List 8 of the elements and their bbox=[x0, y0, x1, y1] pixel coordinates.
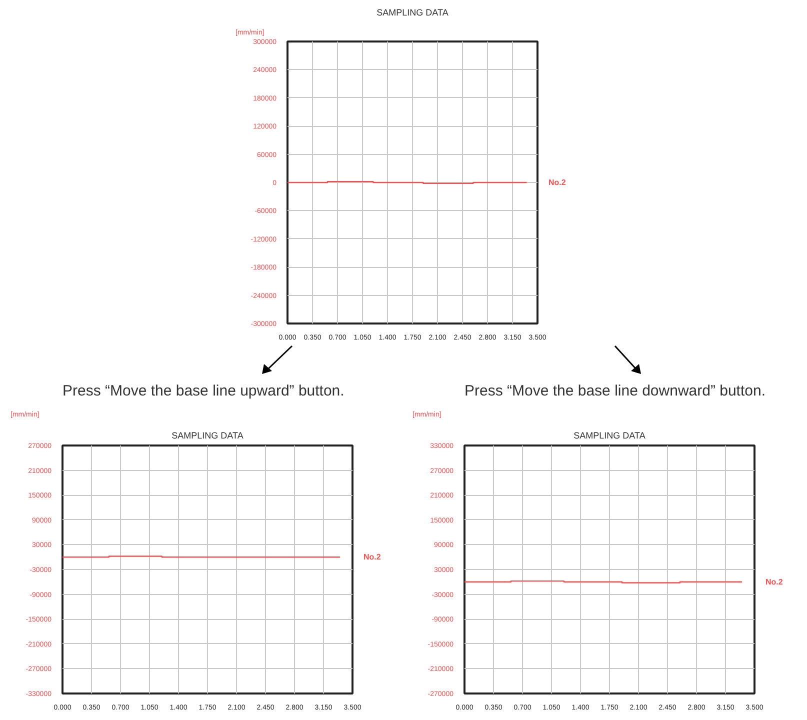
text: No.2 bbox=[548, 178, 566, 187]
chart-title: SAMPLING DATA bbox=[574, 430, 646, 440]
text: Press “Move the base line upward” button. bbox=[62, 382, 344, 400]
text: Press “Move the base line downward” button. bbox=[464, 382, 766, 400]
chart-title: SAMPLING DATA bbox=[376, 8, 448, 18]
chart-title: SAMPLING DATA bbox=[172, 430, 244, 440]
text: No.2 bbox=[766, 577, 784, 586]
text: No.2 bbox=[364, 552, 382, 562]
